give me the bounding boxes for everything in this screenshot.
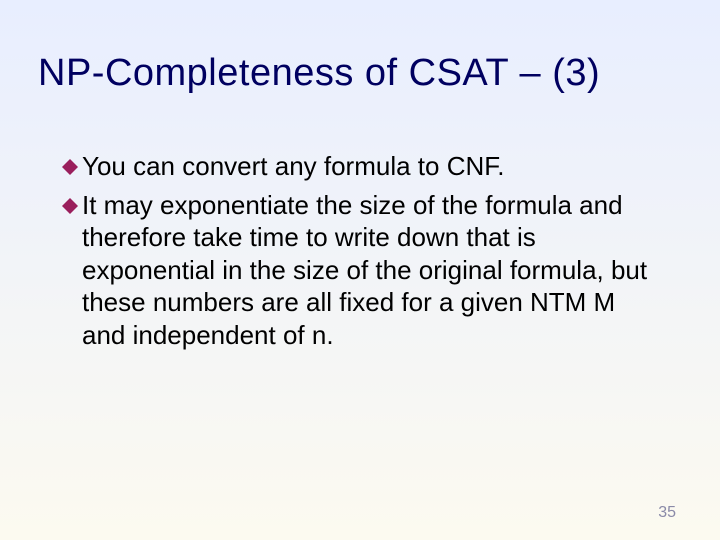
diamond-shape <box>62 198 78 214</box>
bullet-text: It may exponentiate the size of the form… <box>82 189 660 352</box>
bullet-text: You can convert any formula to CNF. <box>82 150 660 183</box>
diamond-bullet-icon <box>60 196 80 216</box>
slide-body: You can convert any formula to CNF. It m… <box>60 150 660 357</box>
slide-title: NP-Completeness of CSAT – (3) <box>38 52 682 95</box>
slide: NP-Completeness of CSAT – (3) You can co… <box>0 0 720 540</box>
bullet-item: You can convert any formula to CNF. <box>60 150 660 183</box>
diamond-shape <box>62 159 78 175</box>
diamond-bullet-icon <box>60 157 80 177</box>
bullet-item: It may exponentiate the size of the form… <box>60 189 660 352</box>
page-number: 35 <box>658 504 676 522</box>
